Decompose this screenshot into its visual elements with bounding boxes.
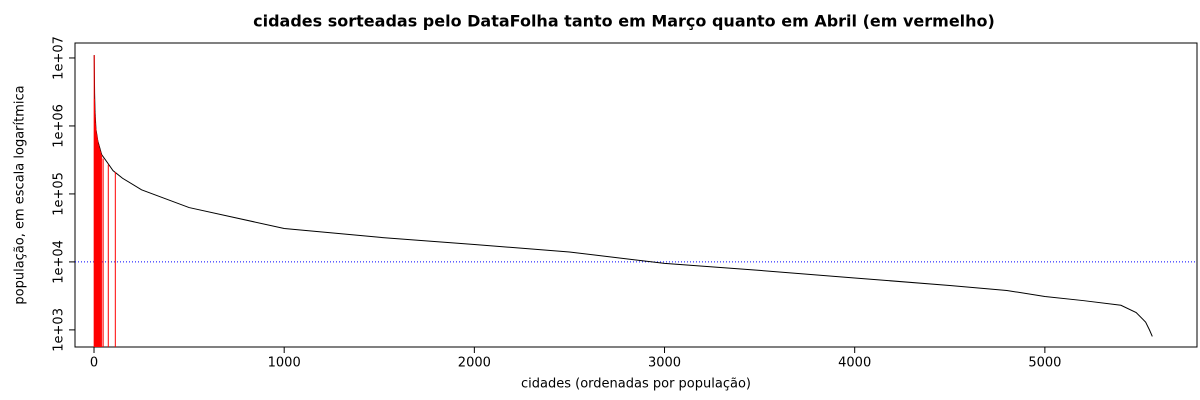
data-line bbox=[93, 55, 1153, 337]
x-tick-label: 5000 bbox=[1028, 356, 1061, 371]
x-tick-label: 3000 bbox=[648, 356, 681, 371]
plot-frame bbox=[74, 42, 1198, 348]
chart-title: cidades sorteadas pelo DataFolha tanto e… bbox=[253, 12, 995, 31]
y-tick-label: 1e+05 bbox=[52, 172, 67, 216]
y-tick-label: 1e+03 bbox=[52, 308, 67, 352]
x-tick-label: 0 bbox=[90, 356, 98, 371]
y-tick-label: 1e+07 bbox=[52, 36, 67, 80]
y-axis-label: população, em escala logarítmica bbox=[13, 85, 28, 304]
y-tick-label: 1e+04 bbox=[52, 240, 67, 284]
x-axis-label: cidades (ordenadas por população) bbox=[521, 377, 751, 392]
x-tick-label: 1000 bbox=[268, 356, 301, 371]
x-tick-label: 2000 bbox=[458, 356, 491, 371]
y-tick-label: 1e+06 bbox=[52, 104, 67, 148]
x-tick-label: 4000 bbox=[838, 356, 871, 371]
